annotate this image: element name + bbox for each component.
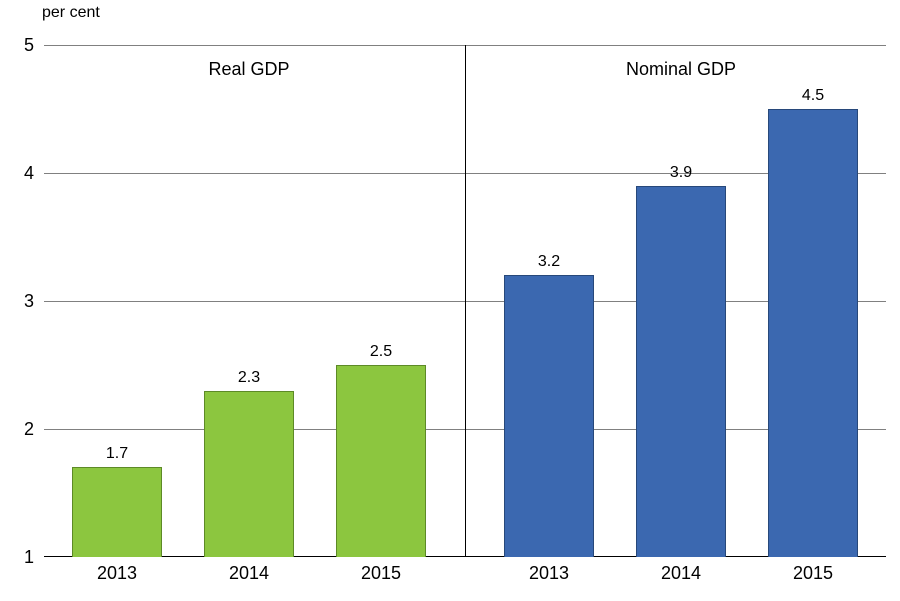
plot-area xyxy=(44,45,886,557)
bar xyxy=(336,365,426,557)
bar xyxy=(768,109,858,557)
y-tick-label: 2 xyxy=(10,419,34,440)
y-tick-label: 1 xyxy=(10,547,34,568)
bar-value-label: 2.5 xyxy=(336,343,426,361)
y-axis-title: per cent xyxy=(42,4,100,22)
gdp-bar-chart: per cent 1 2 3 4 5 Real GDP 1.7 2013 2.3 2014 2.5 20… xyxy=(0,0,900,601)
x-tick-label: 2015 xyxy=(336,563,426,584)
x-tick-label: 2013 xyxy=(72,563,162,584)
bar xyxy=(636,186,726,557)
group-label: Real GDP xyxy=(72,59,426,80)
y-tick-label: 5 xyxy=(10,35,34,56)
bar-value-label: 4.5 xyxy=(768,87,858,105)
bar-value-label: 2.3 xyxy=(204,369,294,387)
y-tick-label: 4 xyxy=(10,163,34,184)
group-label: Nominal GDP xyxy=(504,59,858,80)
x-tick-label: 2014 xyxy=(204,563,294,584)
x-tick-label: 2015 xyxy=(768,563,858,584)
bar-value-label: 1.7 xyxy=(72,445,162,463)
bar-value-label: 3.2 xyxy=(504,253,594,271)
bar xyxy=(204,391,294,557)
group-divider xyxy=(465,45,466,557)
x-tick-label: 2014 xyxy=(636,563,726,584)
x-tick-label: 2013 xyxy=(504,563,594,584)
bar-value-label: 3.9 xyxy=(636,164,726,182)
bar xyxy=(504,275,594,557)
bar xyxy=(72,467,162,557)
y-tick-label: 3 xyxy=(10,291,34,312)
